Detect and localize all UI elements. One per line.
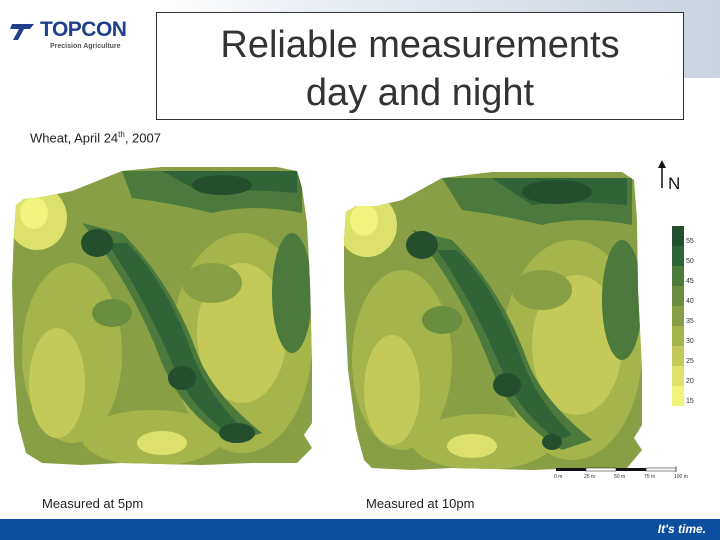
title-line-1: Reliable measurements — [220, 24, 620, 66]
scale-bar-graphic — [556, 466, 677, 472]
legend-label: 50 — [686, 258, 694, 265]
legend-swatch — [672, 326, 684, 346]
scale-label: 0 m — [554, 474, 563, 480]
legend-swatch — [672, 246, 684, 266]
legend-label: 20 — [686, 378, 694, 385]
legend-label: 15 — [686, 398, 694, 405]
footer-bar: It's time. — [0, 519, 720, 540]
color-legend — [672, 226, 684, 410]
logo-subtext: Precision Agriculture — [50, 43, 121, 50]
north-arrow-icon — [658, 160, 666, 188]
legend-swatch — [672, 386, 684, 406]
legend-labels: 55 50 45 40 35 30 25 20 15 — [686, 232, 694, 412]
legend-swatch — [672, 366, 684, 386]
scale-label: 25 m — [584, 474, 596, 480]
topcon-logo-icon — [10, 24, 34, 40]
topcon-logo: TOPCON Precision Agriculture — [10, 18, 150, 58]
title-line-2: day and night — [305, 72, 535, 114]
legend-label: 55 — [686, 238, 694, 245]
legend-swatch — [672, 266, 684, 286]
legend-label: 30 — [686, 338, 694, 345]
scale-label: 75 m — [644, 474, 656, 480]
slide-title: Reliable measurements day and night — [157, 21, 683, 117]
legend-swatch — [672, 306, 684, 326]
scale-bar: 0 m 25 m 50 m 75 m 100 m — [554, 466, 688, 486]
field-map-5pm — [12, 167, 312, 465]
subtitle-suffix: , 2007 — [124, 130, 161, 146]
caption-5pm: Measured at 5pm — [42, 496, 144, 511]
north-arrow: N — [656, 160, 686, 196]
field-subtitle: Wheat, April 24th, 2007 — [30, 130, 161, 145]
legend-swatch — [672, 286, 684, 306]
logo-text: TOPCON — [40, 18, 127, 41]
caption-10pm: Measured at 10pm — [366, 496, 475, 511]
field-map-10pm — [344, 172, 642, 470]
legend-swatch — [672, 346, 684, 366]
scale-label: 100 m — [674, 474, 688, 480]
legend-label: 35 — [686, 318, 694, 325]
north-label: N — [668, 174, 681, 193]
legend-label: 45 — [686, 278, 694, 285]
title-box: Reliable measurements day and night — [156, 12, 684, 120]
legend-swatch — [672, 226, 684, 246]
scale-label: 50 m — [614, 474, 626, 480]
legend-label: 40 — [686, 298, 694, 305]
legend-label: 25 — [686, 358, 694, 365]
subtitle-sup: th — [118, 130, 125, 139]
footer-tagline: It's time. — [657, 522, 706, 536]
subtitle-prefix: Wheat, April 24 — [30, 130, 119, 146]
